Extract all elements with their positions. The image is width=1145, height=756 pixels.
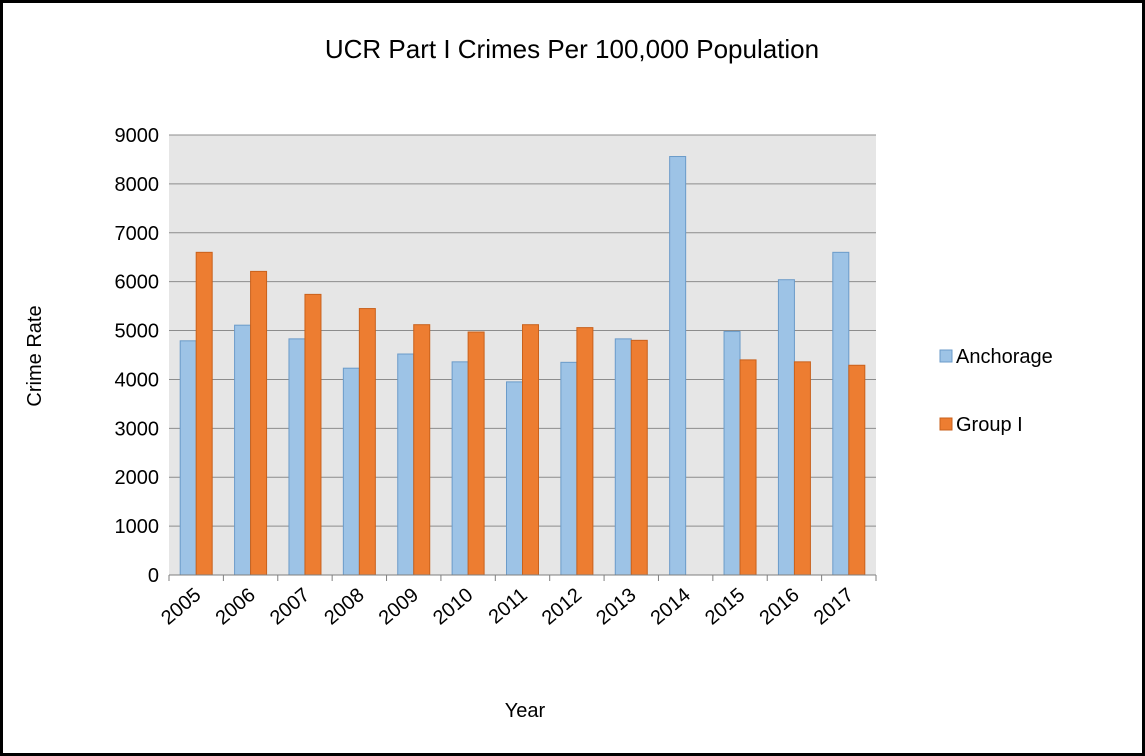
- y-tick-label: 8000: [115, 174, 160, 196]
- y-tick-label: 9000: [115, 125, 160, 147]
- x-tick-label: 2011: [485, 584, 532, 629]
- legend: Anchorage Group I: [939, 346, 1053, 436]
- bar-group-i: [739, 359, 757, 576]
- y-tick-label: 3000: [115, 418, 160, 440]
- x-tick-label: 2015: [701, 584, 749, 629]
- x-tick-label: 2010: [429, 584, 477, 629]
- legend-label: Group I: [956, 414, 1023, 436]
- bar-group-i: [358, 308, 376, 576]
- bar-anchorage: [777, 279, 795, 576]
- x-tick-label: 2016: [755, 584, 803, 629]
- bar-anchorage: [560, 361, 578, 576]
- x-tick-label: 2013: [592, 584, 640, 629]
- legend-swatch: [939, 349, 953, 363]
- y-tick-label: 6000: [115, 272, 160, 294]
- x-tick-label: 2006: [212, 584, 260, 629]
- bar-anchorage: [288, 338, 306, 576]
- x-axis-title: Year: [505, 700, 546, 722]
- x-tick-label: 2012: [538, 584, 586, 629]
- bar-anchorage: [234, 324, 252, 576]
- x-tick-label: 2014: [647, 584, 695, 629]
- bar-group-i: [630, 339, 648, 576]
- legend-label: Anchorage: [956, 346, 1053, 368]
- bar-anchorage: [397, 353, 415, 576]
- bar-group-i: [848, 364, 866, 576]
- bar-group-i: [467, 331, 485, 576]
- x-tick-label: 2008: [320, 584, 368, 629]
- bar-anchorage: [506, 381, 523, 576]
- bar-group-i: [522, 324, 539, 576]
- x-tick-label: 2009: [375, 584, 423, 629]
- y-tick-label: 0: [148, 565, 159, 587]
- bar-group-i: [413, 324, 431, 576]
- bar-anchorage: [832, 251, 850, 576]
- bar-group-i: [195, 251, 213, 576]
- y-tick-label: 4000: [115, 369, 160, 391]
- y-tick-label: 7000: [115, 223, 160, 245]
- bar-anchorage: [614, 338, 632, 576]
- legend-swatch: [939, 417, 953, 431]
- bar-group-i: [250, 270, 268, 576]
- bar-anchorage: [723, 331, 741, 576]
- bar-anchorage: [179, 340, 197, 576]
- y-tick-label: 1000: [115, 516, 160, 538]
- bar-group-i: [304, 293, 322, 576]
- axes: [168, 574, 877, 581]
- x-tick-label: 2017: [810, 584, 858, 629]
- bar-anchorage: [669, 156, 687, 576]
- x-tick-label: 2007: [266, 584, 314, 629]
- bar-anchorage: [342, 367, 360, 576]
- bars: [179, 156, 866, 576]
- x-tick-labels: 2005 2006 2007 2008 2009 2010 2011 2012 2013 2014…: [157, 584, 858, 629]
- y-tick-label: 5000: [115, 321, 160, 343]
- chart-title: UCR Part I Crimes Per 100,000 Population: [325, 34, 819, 64]
- bar-group-i: [793, 361, 811, 576]
- bar-group-i: [576, 327, 594, 576]
- y-axis-title: Crime Rate: [24, 305, 46, 406]
- y-tick-label: 2000: [115, 467, 160, 489]
- bar-anchorage: [451, 361, 469, 576]
- x-tick-label: 2005: [157, 584, 205, 629]
- y-tick-labels: 0 1000 2000 3000 4000 5000 6000 7000 8000 9000: [115, 125, 160, 587]
